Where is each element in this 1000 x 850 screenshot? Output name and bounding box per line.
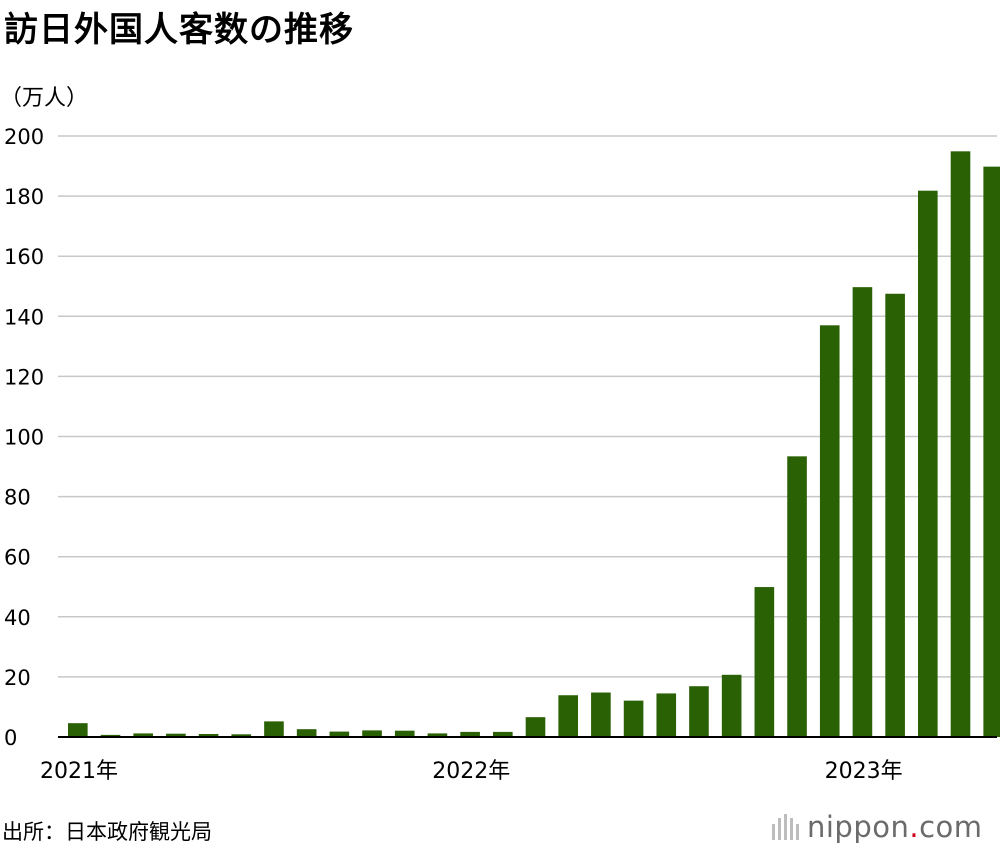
bar-2021-03 bbox=[133, 733, 153, 737]
x-tick-label: 2023年 bbox=[825, 759, 903, 784]
x-tick-label: 2022年 bbox=[432, 759, 510, 784]
bar-2021-07 bbox=[264, 721, 284, 737]
source-note: 出所：日本政府観光局 bbox=[2, 820, 212, 844]
bar-2023-03 bbox=[918, 190, 938, 738]
bar-2021-06 bbox=[231, 734, 252, 737]
y-tick-label: 60 bbox=[4, 546, 31, 570]
bar-2022-05 bbox=[591, 692, 611, 737]
logo-text: nippon.com bbox=[807, 810, 983, 844]
bars bbox=[68, 151, 1000, 738]
chart-title: 訪日外国人客数の推移 bbox=[4, 10, 354, 50]
bar-2022-06 bbox=[623, 700, 644, 737]
bar-2022-10 bbox=[754, 587, 775, 737]
bar-2023-02 bbox=[885, 293, 905, 737]
gridlines bbox=[58, 135, 997, 678]
y-tick-label: 0 bbox=[4, 726, 17, 750]
bar-2021-04 bbox=[166, 733, 186, 737]
bar-2022-03 bbox=[525, 717, 546, 737]
bar-2022-07 bbox=[656, 693, 677, 737]
y-tick-label: 100 bbox=[4, 426, 44, 450]
bar-2022-04 bbox=[558, 695, 578, 737]
bar-2021-12 bbox=[427, 733, 448, 737]
bar-2022-09 bbox=[721, 674, 742, 737]
bar-2023-01 bbox=[852, 287, 873, 737]
bar-2023-05 bbox=[983, 166, 1000, 737]
x-tick-label: 2021年 bbox=[40, 759, 118, 784]
y-tick-label: 180 bbox=[4, 185, 44, 209]
y-tick-label: 140 bbox=[4, 305, 44, 329]
bar-2022-01 bbox=[460, 731, 480, 737]
bar-2022-11 bbox=[787, 456, 807, 737]
y-tick-label: 200 bbox=[4, 125, 44, 149]
y-tick-label: 80 bbox=[4, 486, 31, 510]
y-tick-label: 120 bbox=[4, 365, 44, 389]
bar-2022-12 bbox=[819, 325, 840, 737]
bar-2021-01 bbox=[68, 723, 88, 737]
x-axis-ticks: 2021年 2022年 2023年 bbox=[40, 759, 903, 784]
y-axis-ticks: 0 20 40 60 80 100 120 140 160 180 200 bbox=[4, 125, 44, 750]
bar-2021-11 bbox=[394, 730, 415, 737]
bar-2021-10 bbox=[362, 730, 382, 737]
bar-2021-08 bbox=[296, 729, 317, 737]
bar-2021-05 bbox=[198, 733, 219, 737]
logo-bars-icon bbox=[772, 814, 799, 840]
bar-2022-08 bbox=[689, 686, 709, 737]
y-axis-unit-label: （万人） bbox=[0, 86, 89, 111]
bar-2023-04 bbox=[950, 151, 971, 737]
y-tick-label: 40 bbox=[4, 606, 31, 630]
bar-2021-02 bbox=[100, 734, 121, 737]
y-tick-label: 20 bbox=[4, 666, 31, 690]
bar-2021-09 bbox=[329, 731, 350, 737]
bar-2022-02 bbox=[493, 731, 513, 737]
nippon-logo: nippon.com bbox=[772, 810, 983, 844]
y-tick-label: 160 bbox=[4, 245, 44, 269]
